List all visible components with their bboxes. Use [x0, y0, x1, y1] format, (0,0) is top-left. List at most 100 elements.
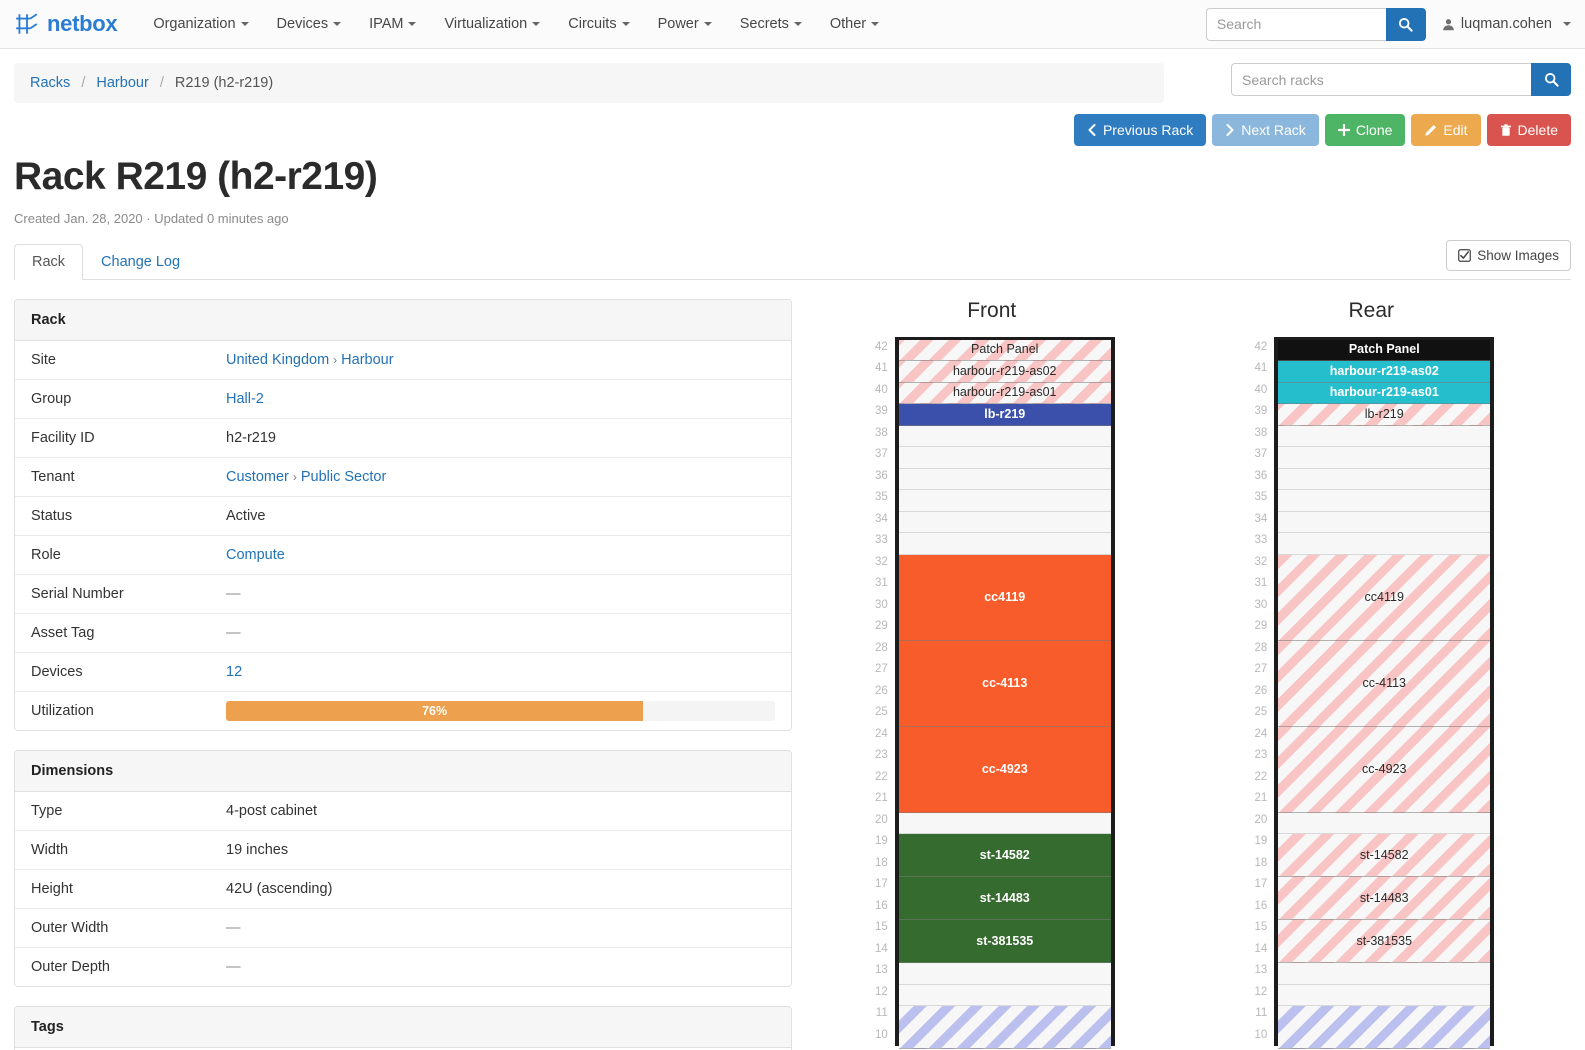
edit-button[interactable]: Edit [1411, 114, 1481, 146]
rack-unit-slot[interactable] [1278, 425, 1491, 448]
rack-unit-slot[interactable] [1278, 447, 1491, 469]
rack-device-label: Patch Panel [971, 342, 1039, 357]
rack-device[interactable]: st-14582 [898, 834, 1111, 878]
rack-device[interactable]: st-14483 [1278, 877, 1491, 921]
rack-device[interactable]: cc-4923 [898, 726, 1111, 813]
rack-reservation[interactable] [1278, 1006, 1491, 1050]
rack-reservation[interactable] [898, 1006, 1111, 1050]
dimension-field-key: Width [31, 841, 69, 858]
breadcrumb-link-racks[interactable]: Racks [30, 75, 71, 91]
rack-unit-slot[interactable] [898, 425, 1111, 448]
u-position-label: 22 [874, 770, 888, 783]
rack-unit-slot[interactable] [1278, 984, 1491, 1007]
rack-device[interactable]: st-381535 [898, 920, 1111, 964]
tab-change-log[interactable]: Change Log [83, 244, 198, 280]
front-rack-frame[interactable]: Patch Panel harbour-r219-as02 harbour-r219… [894, 336, 1115, 1050]
table-row: Devices 12 [15, 652, 791, 692]
rear-rack-body: 42 41 40 39 38 37 36 35 34 33 32 31 30 29 28 27 26 25 24 23… [1248, 336, 1495, 1050]
delete-button[interactable]: Delete [1486, 114, 1571, 146]
nav-item-power[interactable]: Power [644, 10, 726, 38]
rack-device[interactable]: cc-4113 [898, 640, 1111, 727]
next-rack-button[interactable]: Next Rack [1212, 114, 1319, 146]
rack-field-value-link[interactable]: Customer [226, 468, 289, 485]
rack-unit-slot[interactable] [898, 984, 1111, 1007]
rack-unit-slot[interactable] [1278, 468, 1491, 491]
rear-elevation: Rear 42 41 40 39 38 37 36 35 34 33 32 31 30 29 28 27 26 2… [1248, 299, 1495, 1050]
rack-unit-slot[interactable] [1278, 812, 1491, 835]
rack-device[interactable]: harbour-r219-as02 [898, 361, 1111, 383]
rack-unit-slot[interactable] [898, 490, 1111, 512]
nav-item-devices[interactable]: Devices [263, 10, 356, 38]
previous-rack-button[interactable]: Previous Rack [1073, 114, 1207, 146]
rack-unit-slot[interactable] [898, 468, 1111, 491]
rack-device[interactable]: harbour-r219-as01 [1278, 382, 1491, 405]
rack-device[interactable]: Patch Panel [898, 339, 1111, 362]
rack-field-key: Group [31, 390, 72, 407]
rack-field-value-link[interactable]: Compute [226, 546, 285, 563]
rack-device[interactable]: cc-4113 [1278, 640, 1491, 727]
value-separator: › [292, 469, 297, 484]
table-row: Height 42U (ascending) [15, 869, 791, 909]
rack-field-value-link[interactable]: United Kingdom [226, 351, 330, 368]
rack-device[interactable]: harbour-r219-as02 [1278, 361, 1491, 383]
tab-rack[interactable]: Rack [14, 243, 84, 280]
rack-unit-slot[interactable] [1278, 533, 1491, 555]
clone-button[interactable]: Clone [1324, 114, 1406, 146]
dimension-field-value-empty: — [226, 919, 241, 936]
rack-unit-slot[interactable] [1278, 511, 1491, 534]
rack-field-value-link-secondary[interactable]: Public Sector [300, 468, 387, 485]
rack-field-value-link[interactable]: 12 [226, 663, 243, 680]
rack-field-key: Status [31, 507, 73, 524]
nav-item-label: Power [657, 16, 699, 32]
rack-device[interactable]: st-14483 [898, 877, 1111, 921]
search-submit-button[interactable] [1385, 7, 1426, 41]
rack-device[interactable]: cc4119 [898, 554, 1111, 641]
nav-item-label: Circuits [568, 16, 617, 32]
rack-device[interactable]: cc4119 [1278, 554, 1491, 641]
rack-field-value-link[interactable]: Hall-2 [226, 390, 264, 407]
dimension-field-key: Outer Depth [31, 958, 110, 975]
rack-device[interactable]: Patch Panel [1278, 339, 1491, 362]
breadcrumb-separator: / [81, 75, 86, 91]
nav-item-circuits[interactable]: Circuits [554, 10, 643, 38]
netbox-logo[interactable]: netbox [14, 11, 118, 37]
rack-device[interactable]: st-381535 [1278, 920, 1491, 964]
rack-field-value-link-secondary[interactable]: Harbour [341, 351, 394, 368]
table-row: Outer Width — [15, 908, 791, 948]
rack-unit-slot[interactable] [1278, 490, 1491, 512]
rack-device[interactable]: cc-4923 [1278, 726, 1491, 813]
rack-search-submit-button[interactable] [1531, 63, 1571, 96]
rack-device[interactable]: lb-r219 [1278, 404, 1491, 426]
breadcrumb-link-site[interactable]: Harbour [96, 75, 149, 91]
rack-unit-slot[interactable] [1278, 963, 1491, 985]
rack-device[interactable]: st-14582 [1278, 834, 1491, 878]
rack-unit-slot[interactable] [898, 812, 1111, 835]
rack-device[interactable]: harbour-r219-as01 [898, 382, 1111, 405]
rack-unit-slot[interactable] [898, 447, 1111, 469]
rack-field-key: Serial Number [31, 585, 124, 602]
nav-item-ipam[interactable]: IPAM [355, 10, 430, 38]
rack-field-value: — [210, 574, 791, 613]
rack-search-input[interactable] [1231, 63, 1531, 96]
u-position-label: 35 [874, 491, 888, 504]
u-position-label: 33 [874, 534, 888, 547]
nav-item-secrets[interactable]: Secrets [726, 10, 816, 38]
rack-unit-slot[interactable] [898, 533, 1111, 555]
utilization-progress: 76% [226, 700, 775, 721]
rack-panel-title: Rack [15, 299, 791, 341]
dimension-field-key: Type [31, 802, 63, 819]
rack-unit-slot[interactable] [898, 963, 1111, 985]
nav-item-virtualization[interactable]: Virtualization [430, 10, 554, 38]
nav-item-organization[interactable]: Organization [139, 10, 262, 38]
chevron-down-icon [793, 22, 802, 27]
rack-device[interactable]: lb-r219 [898, 404, 1111, 426]
user-menu[interactable]: luqman.cohen [1442, 16, 1571, 32]
rear-rack-frame[interactable]: Patch Panel harbour-r219-as02 harbour-r219… [1274, 336, 1495, 1050]
front-rack-body: 42 41 40 39 38 37 36 35 34 33 32 31 30 29 28 27 26 25 24 23… [869, 336, 1115, 1050]
breadcrumb: Racks / Harbour / R219 (h2-r219) [14, 63, 1164, 103]
nav-item-other[interactable]: Other [816, 10, 893, 38]
u-position-label: 38 [1254, 426, 1268, 439]
show-images-button[interactable]: Show Images [1446, 239, 1571, 271]
search-input[interactable] [1205, 7, 1386, 41]
rack-unit-slot[interactable] [898, 511, 1111, 534]
